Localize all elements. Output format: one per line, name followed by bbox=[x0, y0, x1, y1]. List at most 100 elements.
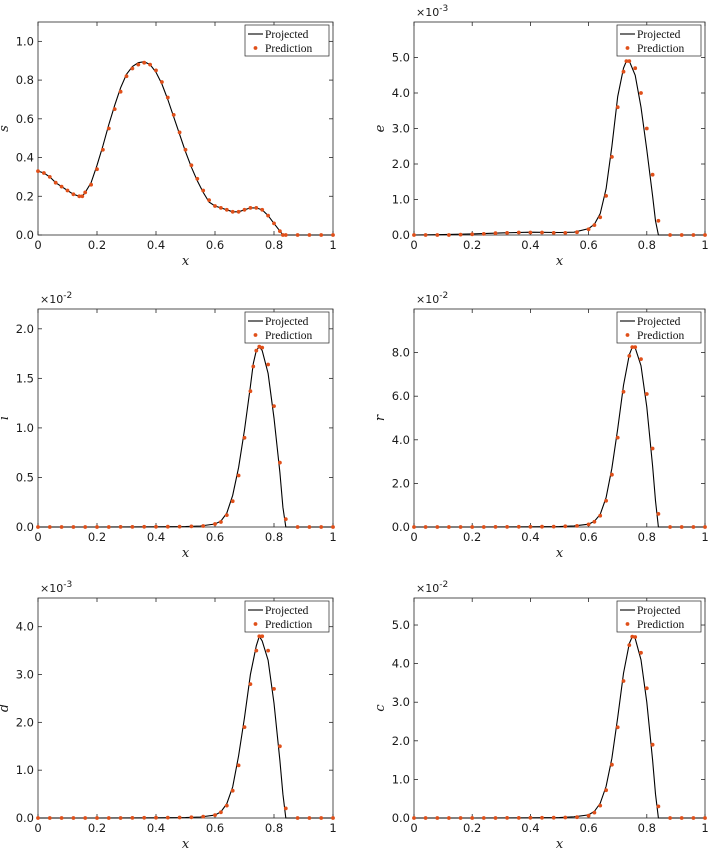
x-tick-label: 0.2 bbox=[88, 821, 106, 835]
prediction-point bbox=[130, 66, 135, 71]
y-tick-label: 1.0 bbox=[16, 34, 34, 48]
prediction-point bbox=[130, 816, 135, 820]
prediction-point bbox=[278, 460, 282, 465]
prediction-point bbox=[266, 362, 270, 367]
prediction-point bbox=[481, 525, 486, 529]
legend-projected-label: Projected bbox=[637, 316, 681, 328]
prediction-point bbox=[307, 816, 312, 820]
y-exponent-value: -2 bbox=[439, 580, 448, 590]
x-tick-label: 0.6 bbox=[206, 530, 224, 544]
prediction-point bbox=[656, 804, 661, 809]
prediction-point bbox=[639, 650, 643, 655]
prediction-point bbox=[633, 66, 638, 71]
prediction-point bbox=[124, 74, 129, 79]
prediction-point bbox=[236, 473, 241, 478]
prediction-point bbox=[189, 815, 194, 820]
chart-panel-s: 0 0.2 0.4 0.6 0.8 1 0.0 0.2 0.4 0.6 0.8 1.0 x s Projec… bbox=[0, 21, 337, 269]
prediction-point bbox=[644, 392, 649, 396]
x-tick-label: 0.2 bbox=[88, 530, 106, 544]
prediction-point bbox=[610, 155, 614, 159]
prediction-point bbox=[691, 525, 696, 529]
y-tick-label: 3.0 bbox=[392, 695, 410, 709]
y-axis-label: i bbox=[0, 416, 12, 420]
prediction-point bbox=[586, 522, 591, 527]
legend-box bbox=[616, 600, 702, 633]
chart-panel-c: 0 0.2 0.4 0.6 0.8 1 0.0 1.0 2.0 3.0 4.0 5.0 ×10-2 x c P… bbox=[373, 580, 709, 851]
prediction-point bbox=[112, 107, 117, 111]
prediction-point bbox=[295, 233, 300, 237]
prediction-point bbox=[656, 512, 661, 516]
prediction-point bbox=[319, 525, 324, 529]
x-tick-label: 0.8 bbox=[265, 821, 283, 835]
prediction-point bbox=[412, 816, 416, 820]
prediction-point bbox=[604, 788, 608, 793]
prediction-point bbox=[251, 364, 256, 369]
prediction-point bbox=[470, 525, 475, 529]
prediction-point bbox=[36, 525, 40, 529]
prediction-point bbox=[201, 524, 206, 528]
prediction-point bbox=[83, 816, 88, 820]
legend: Projected Prediction bbox=[616, 24, 702, 57]
prediction-point bbox=[493, 231, 498, 236]
prediction-point bbox=[106, 816, 111, 820]
y-tick-label: 0.6 bbox=[16, 112, 34, 126]
prediction-point bbox=[177, 815, 182, 820]
x-tick-label: 0.4 bbox=[147, 530, 165, 544]
y-exponent-label: ×10-2 bbox=[40, 291, 72, 306]
x-tick-label: 0.2 bbox=[463, 238, 481, 252]
prediction-point bbox=[195, 176, 200, 181]
prediction-point bbox=[230, 788, 235, 793]
chart-panel-i: 0 0.2 0.4 0.6 0.8 1 0.0 0.5 1.0 1.5 2.0 ×10-2 x i Proj… bbox=[0, 291, 337, 561]
prediction-point bbox=[624, 59, 629, 63]
y-exponent-label: ×10-3 bbox=[416, 4, 448, 19]
prediction-point bbox=[165, 95, 170, 100]
x-tick-label: 0.8 bbox=[265, 530, 283, 544]
prediction-point bbox=[142, 60, 147, 65]
y-tick-label: 1.0 bbox=[392, 193, 410, 207]
prediction-point bbox=[627, 354, 632, 358]
chart-panel-d: 0 0.2 0.4 0.6 0.8 1 0.0 1.0 2.0 3.0 4.0 ×10-3 x d Proj… bbox=[0, 580, 337, 851]
prediction-point bbox=[77, 194, 82, 199]
prediction-point bbox=[95, 816, 99, 820]
legend-prediction-label: Prediction bbox=[637, 43, 685, 55]
prediction-point bbox=[224, 207, 229, 212]
prediction-point bbox=[610, 762, 614, 767]
legend-prediction-swatch bbox=[625, 46, 630, 50]
prediction-point bbox=[540, 230, 544, 235]
y-axis-label: e bbox=[373, 124, 388, 132]
prediction-point bbox=[59, 525, 64, 529]
prediction-point bbox=[266, 213, 270, 218]
x-tick-label: 0.4 bbox=[147, 238, 165, 252]
prediction-point bbox=[136, 62, 141, 67]
prediction-point bbox=[458, 816, 463, 820]
prediction-point bbox=[627, 59, 632, 63]
prediction-point bbox=[540, 815, 544, 820]
prediction-point bbox=[201, 188, 206, 193]
prediction-point bbox=[47, 525, 52, 529]
prediction-point bbox=[592, 223, 597, 228]
prediction-point bbox=[691, 816, 696, 820]
prediction-point bbox=[633, 635, 638, 639]
prediction-point bbox=[639, 357, 643, 361]
y-exponent-label: ×10-2 bbox=[416, 580, 448, 595]
prediction-point bbox=[516, 524, 521, 529]
prediction-point bbox=[89, 182, 93, 187]
prediction-point bbox=[627, 643, 632, 647]
prediction-point bbox=[470, 232, 475, 237]
x-tick-label: 0.6 bbox=[206, 821, 224, 835]
prediction-point bbox=[563, 524, 568, 529]
x-tick-label: 1 bbox=[329, 821, 336, 835]
prediction-point bbox=[283, 517, 288, 521]
prediction-point bbox=[130, 525, 135, 529]
prediction-point bbox=[236, 763, 241, 768]
prediction-point bbox=[47, 816, 52, 820]
prediction-point bbox=[65, 188, 70, 193]
y-tick-label: 0.0 bbox=[392, 520, 410, 534]
prediction-point bbox=[516, 816, 521, 820]
prediction-point bbox=[447, 233, 451, 237]
x-tick-label: 0.8 bbox=[638, 821, 656, 835]
prediction-point bbox=[598, 513, 603, 518]
prediction-point bbox=[639, 91, 643, 95]
prediction-point bbox=[71, 192, 76, 197]
